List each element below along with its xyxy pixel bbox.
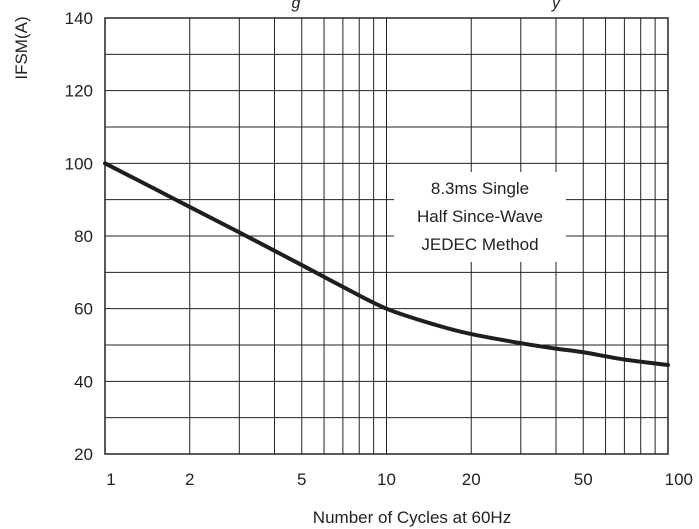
x-tick-label: 5 (297, 470, 306, 489)
x-tick-label: 100 (665, 470, 693, 489)
x-axis-label: Number of Cycles at 60Hz (313, 508, 511, 527)
chart-annotation: 8.3ms Single Half Since-Wave JEDEC Metho… (394, 172, 566, 262)
x-tick-label: 50 (574, 470, 593, 489)
y-axis-label: IFSM(A) (12, 16, 31, 79)
y-tick-label: 100 (65, 154, 93, 173)
x-tick-labels: 1 2 5 10 20 50 100 (106, 470, 693, 489)
annotation-background (394, 172, 566, 262)
annotation-line-3: JEDEC Method (421, 235, 538, 254)
y-tick-label: 60 (74, 300, 93, 319)
annotation-line-1: 8.3ms Single (431, 179, 529, 198)
gridlines (105, 18, 668, 454)
x-tick-label: 20 (462, 470, 481, 489)
y-tick-label: 120 (65, 82, 93, 101)
series-line (103, 161, 670, 367)
y-tick-label: 140 (65, 9, 93, 28)
plot-frame (104, 17, 669, 455)
y-tick-label: 20 (74, 445, 93, 464)
chart-title-left-fragment: g (292, 0, 301, 12)
x-tick-label: 1 (106, 470, 115, 489)
y-tick-labels: 20 40 60 80 100 120 140 (65, 9, 93, 464)
y-tick-label: 80 (74, 227, 93, 246)
x-tick-label: 2 (185, 470, 194, 489)
chart-title-right-fragment: y (551, 0, 561, 12)
y-tick-label: 40 (74, 372, 93, 391)
annotation-line-2: Half Since-Wave (417, 207, 543, 226)
x-tick-label: 10 (377, 470, 396, 489)
